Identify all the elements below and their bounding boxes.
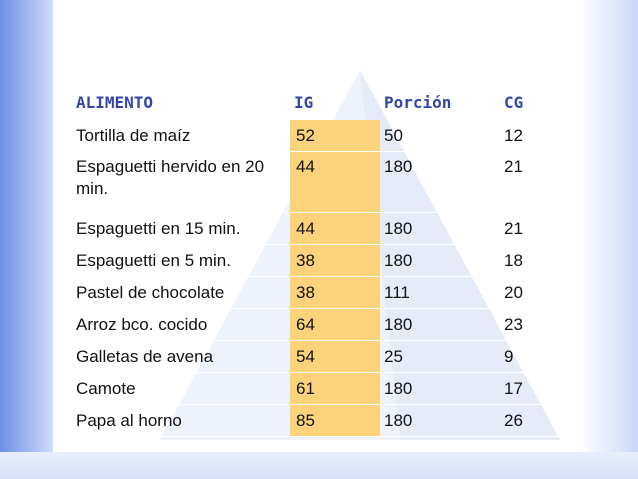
cell-alimento: Papa al horno	[72, 404, 290, 437]
table-row: Pastel de chocolate 38 111 20	[72, 276, 558, 309]
cell-ig: 64	[290, 308, 380, 341]
cell-cg: 23	[500, 308, 558, 341]
cell-ig: 85	[290, 404, 380, 437]
cell-ig: 44	[290, 212, 380, 245]
cell-alimento: Espaguetti en 5 min.	[72, 244, 290, 277]
table-row: Espaguetti hervido en 20 min. 44 180 21	[72, 151, 558, 213]
cell-ig: 44	[290, 151, 380, 213]
cell-ig: 61	[290, 372, 380, 405]
header-porcion: Porción	[384, 92, 452, 112]
table-row: Galletas de avena 54 25 9	[72, 340, 558, 373]
cell-cg: 9	[500, 340, 558, 373]
cell-alimento: Galletas de avena	[72, 340, 290, 373]
background-bottom-band	[0, 452, 638, 479]
cell-porcion: 180	[380, 151, 500, 213]
cell-cg: 20	[500, 276, 558, 309]
cell-alimento: Espaguetti hervido en 20 min.	[72, 151, 290, 213]
cell-alimento: Camote	[72, 372, 290, 405]
table-row: Camote 61 180 17	[72, 372, 558, 405]
table-row: Arroz bco. cocido 64 180 23	[72, 308, 558, 341]
cell-porcion: 50	[380, 120, 500, 152]
cell-alimento: Pastel de chocolate	[72, 276, 290, 309]
cell-ig: 52	[290, 120, 380, 152]
table-header-row: ALIMENTO IG Porción CG	[72, 84, 558, 120]
header-ig: IG	[294, 92, 314, 112]
cell-cg: 21	[500, 212, 558, 245]
cell-porcion: 111	[380, 276, 500, 309]
cell-cg: 26	[500, 404, 558, 437]
table-row: Tortilla de maíz 52 50 12	[72, 120, 558, 152]
cell-porcion: 180	[380, 372, 500, 405]
cell-porcion: 180	[380, 244, 500, 277]
cell-cg: 18	[500, 244, 558, 277]
cell-porcion: 180	[380, 404, 500, 437]
cell-porcion: 180	[380, 308, 500, 341]
table-row: Papa al horno 85 180 26	[72, 404, 558, 437]
background-right-gradient	[578, 0, 638, 479]
header-alimento: ALIMENTO	[76, 92, 154, 112]
cell-alimento: Tortilla de maíz	[72, 120, 290, 152]
cell-ig: 54	[290, 340, 380, 373]
cell-ig: 38	[290, 276, 380, 309]
cell-cg: 17	[500, 372, 558, 405]
glycemic-index-table: ALIMENTO IG Porción CG Tortilla de maíz …	[72, 84, 558, 437]
table-row: Espaguetti en 15 min. 44 180 21	[72, 212, 558, 245]
cell-porcion: 180	[380, 212, 500, 245]
cell-cg: 12	[500, 120, 558, 152]
cell-alimento: Arroz bco. cocido	[72, 308, 290, 341]
cell-ig: 38	[290, 244, 380, 277]
cell-porcion: 25	[380, 340, 500, 373]
header-cg: CG	[504, 92, 524, 112]
cell-alimento: Espaguetti en 15 min.	[72, 212, 290, 245]
cell-cg: 21	[500, 151, 558, 213]
table-row: Espaguetti en 5 min. 38 180 18	[72, 244, 558, 277]
